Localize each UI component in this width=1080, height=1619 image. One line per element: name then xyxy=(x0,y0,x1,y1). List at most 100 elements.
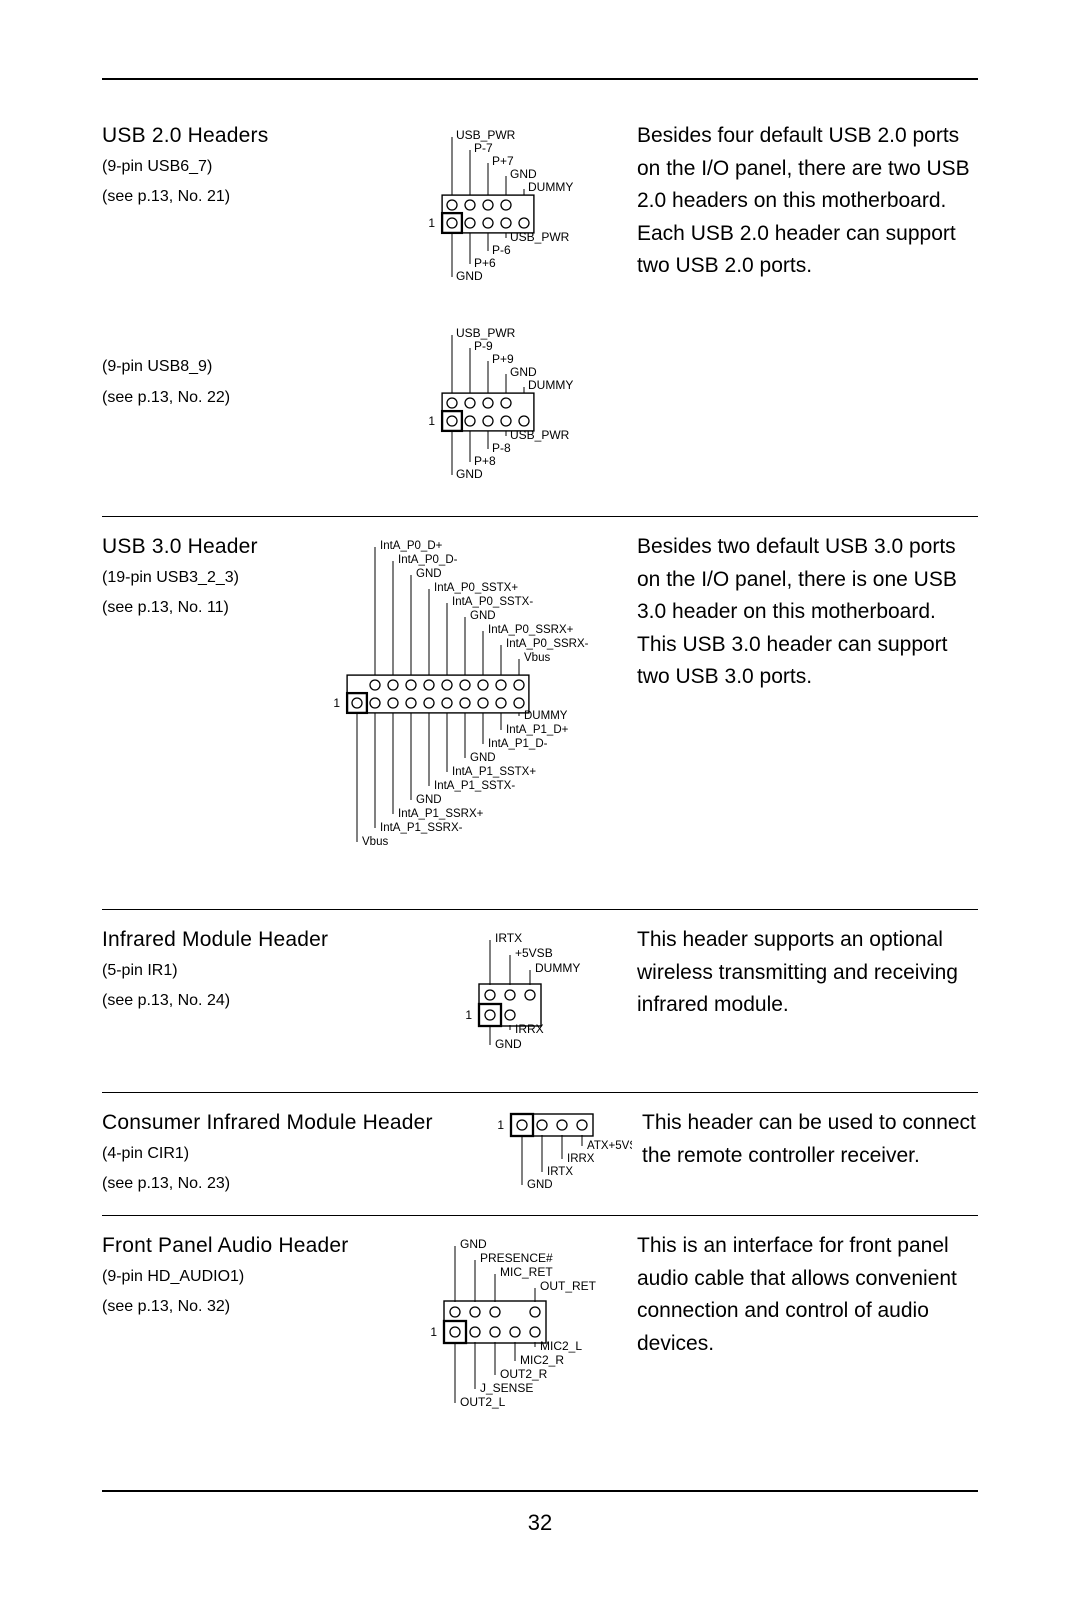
section-rule xyxy=(102,909,978,910)
svg-text:GND: GND xyxy=(416,794,442,806)
svg-text:GND: GND xyxy=(470,752,496,764)
svg-text:IntA_P1_D+: IntA_P1_D+ xyxy=(506,724,569,736)
section-sub: (5-pin IR1) xyxy=(102,956,412,986)
svg-text:IntA_P0_SSRX-: IntA_P0_SSRX- xyxy=(506,638,589,650)
section-left: Front Panel Audio Header (9-pin HD_AUDIO… xyxy=(102,1230,392,1322)
section-desc: This header can be used to connect the r… xyxy=(642,1107,978,1172)
svg-text:1: 1 xyxy=(333,696,340,710)
svg-text:IntA_P0_SSRX+: IntA_P0_SSRX+ xyxy=(488,624,574,636)
section-desc: Besides four default USB 2.0 ports on th… xyxy=(637,120,978,283)
section-usb3: USB 3.0 Header (19-pin USB3_2_3) (see p.… xyxy=(102,531,978,901)
section-sub: (see p.13, No. 32) xyxy=(102,1292,392,1322)
svg-text:J_SENSE: J_SENSE xyxy=(480,1381,533,1395)
section-desc-col: This header can be used to connect the r… xyxy=(632,1107,978,1172)
svg-text:GND: GND xyxy=(510,365,537,379)
svg-text:IntA_P1_SSTX-: IntA_P1_SSTX- xyxy=(434,780,515,792)
svg-text:P-6: P-6 xyxy=(492,243,511,257)
svg-text:DUMMY: DUMMY xyxy=(535,961,580,975)
usb2-diagram-1: 1USB_PWRP-7P+7GNDDUMMYUSB_PWRP-6P+6GND xyxy=(392,120,592,310)
section-ir: Infrared Module Header (5-pin IR1) (see … xyxy=(102,924,978,1084)
svg-text:USB_PWR: USB_PWR xyxy=(456,128,516,142)
svg-text:P-9: P-9 xyxy=(474,339,493,353)
section-diagram: 1 IRTX+5VSBDUMMY IRRXGND xyxy=(412,924,627,1084)
svg-text:P+9: P+9 xyxy=(492,352,514,366)
section-left: USB 2.0 Headers (9-pin USB6_7) (see p.13… xyxy=(102,120,357,413)
svg-text:USB_PWR: USB_PWR xyxy=(510,230,570,244)
section-sub: (see p.13, No. 24) xyxy=(102,986,412,1016)
section-sub: (9-pin USB6_7) xyxy=(102,152,357,182)
section-sub: (see p.13, No. 22) xyxy=(102,383,357,413)
svg-text:P-8: P-8 xyxy=(492,441,511,455)
section-rule xyxy=(102,1215,978,1216)
svg-text:GND: GND xyxy=(495,1037,522,1051)
svg-text:IntA_P1_SSRX+: IntA_P1_SSRX+ xyxy=(398,808,484,820)
section-left: Consumer Infrared Module Header (4-pin C… xyxy=(102,1107,482,1199)
section-cir: Consumer Infrared Module Header (4-pin C… xyxy=(102,1107,978,1207)
svg-text:OUT2_R: OUT2_R xyxy=(500,1367,548,1381)
svg-text:GND: GND xyxy=(416,568,442,580)
svg-text:GND: GND xyxy=(510,167,537,181)
svg-text:GND: GND xyxy=(527,1179,553,1191)
page-rule-bottom xyxy=(102,1490,978,1492)
svg-text:IntA_P1_SSRX-: IntA_P1_SSRX- xyxy=(380,822,463,834)
svg-text:GND: GND xyxy=(456,269,483,283)
svg-text:P-7: P-7 xyxy=(474,141,493,155)
usb2-diagram-2: 1USB_PWRP-9P+9GNDDUMMYUSB_PWRP-8P+8GND xyxy=(392,318,592,508)
svg-text:IRRX: IRRX xyxy=(515,1022,544,1036)
svg-text:P+7: P+7 xyxy=(492,154,514,168)
section-title: Consumer Infrared Module Header xyxy=(102,1107,482,1139)
svg-text:GND: GND xyxy=(460,1237,487,1251)
section-desc-col: This header supports an optional wireles… xyxy=(627,924,978,1022)
manual-page: USB 2.0 Headers (9-pin USB6_7) (see p.13… xyxy=(0,0,1080,1619)
section-audio: Front Panel Audio Header (9-pin HD_AUDIO… xyxy=(102,1230,978,1440)
section-sub: (9-pin HD_AUDIO1) xyxy=(102,1262,392,1292)
section-desc: This is an interface for front panel aud… xyxy=(637,1230,978,1360)
section-desc: Besides two default USB 3.0 ports on the… xyxy=(637,531,978,694)
svg-text:OUT2_L: OUT2_L xyxy=(460,1395,506,1409)
svg-text:1: 1 xyxy=(497,1118,504,1132)
svg-text:IRRX: IRRX xyxy=(567,1153,595,1165)
section-left: Infrared Module Header (5-pin IR1) (see … xyxy=(102,924,412,1016)
svg-text:OUT_RET: OUT_RET xyxy=(540,1279,597,1293)
svg-text:DUMMY: DUMMY xyxy=(528,180,573,194)
svg-text:PRESENCE#: PRESENCE# xyxy=(480,1251,553,1265)
section-diagram: 1 ATX+5VSBIRRXIRTXGND xyxy=(482,1107,632,1207)
ir-diagram: 1 IRTX+5VSBDUMMY IRRXGND xyxy=(435,924,605,1084)
section-diagram: 1GNDPRESENCE#MIC_RETOUT_RETMIC2_LMIC2_RO… xyxy=(392,1230,627,1440)
svg-text:DUMMY: DUMMY xyxy=(528,378,573,392)
section-desc: This header supports an optional wireles… xyxy=(637,924,978,1022)
svg-text:IRTX: IRTX xyxy=(495,931,522,945)
section-desc-col: Besides two default USB 3.0 ports on the… xyxy=(627,531,978,694)
svg-text:IntA_P0_SSTX+: IntA_P0_SSTX+ xyxy=(434,582,518,594)
svg-text:GND: GND xyxy=(470,610,496,622)
svg-text:IntA_P1_D-: IntA_P1_D- xyxy=(488,738,548,750)
svg-text:ATX+5VSB: ATX+5VSB xyxy=(587,1140,632,1152)
section-title: Infrared Module Header xyxy=(102,924,412,956)
svg-text:IntA_P0_D+: IntA_P0_D+ xyxy=(380,540,443,552)
page-number: 32 xyxy=(102,1510,978,1536)
svg-text:1: 1 xyxy=(465,1008,472,1022)
section-sub: (see p.13, No. 23) xyxy=(102,1169,482,1199)
svg-text:Vbus: Vbus xyxy=(524,652,550,664)
svg-text:USB_PWR: USB_PWR xyxy=(510,428,570,442)
svg-text:Vbus: Vbus xyxy=(362,836,388,848)
svg-text:IRTX: IRTX xyxy=(547,1166,573,1178)
section-title: Front Panel Audio Header xyxy=(102,1230,392,1262)
svg-text:P+6: P+6 xyxy=(474,256,496,270)
svg-text:MIC2_L: MIC2_L xyxy=(540,1339,582,1353)
page-rule-top xyxy=(102,78,978,80)
svg-text:+5VSB: +5VSB xyxy=(515,946,553,960)
audio-diagram: 1GNDPRESENCE#MIC_RETOUT_RETMIC2_LMIC2_RO… xyxy=(400,1230,620,1440)
svg-text:MIC_RET: MIC_RET xyxy=(500,1265,553,1279)
section-diagram: 1 IntA_P0_D+ IntA_P0_D- GND IntA_P0_SSTX+ Int… xyxy=(317,531,627,901)
svg-text:DUMMY: DUMMY xyxy=(524,710,568,722)
svg-text:IntA_P0_D-: IntA_P0_D- xyxy=(398,554,458,566)
section-title: USB 2.0 Headers xyxy=(102,120,357,152)
section-rule xyxy=(102,516,978,517)
section-usb2: USB 2.0 Headers (9-pin USB6_7) (see p.13… xyxy=(102,120,978,508)
section-sub: (4-pin CIR1) xyxy=(102,1139,482,1169)
section-diagram: 1USB_PWRP-7P+7GNDDUMMYUSB_PWRP-6P+6GND 1… xyxy=(357,120,627,508)
cir-diagram: 1 ATX+5VSBIRRXIRTXGND xyxy=(482,1107,632,1207)
section-sub: (see p.13, No. 21) xyxy=(102,182,357,212)
usb3-diagram: 1 IntA_P0_D+ IntA_P0_D- GND IntA_P0_SSTX+ Int… xyxy=(317,531,627,901)
